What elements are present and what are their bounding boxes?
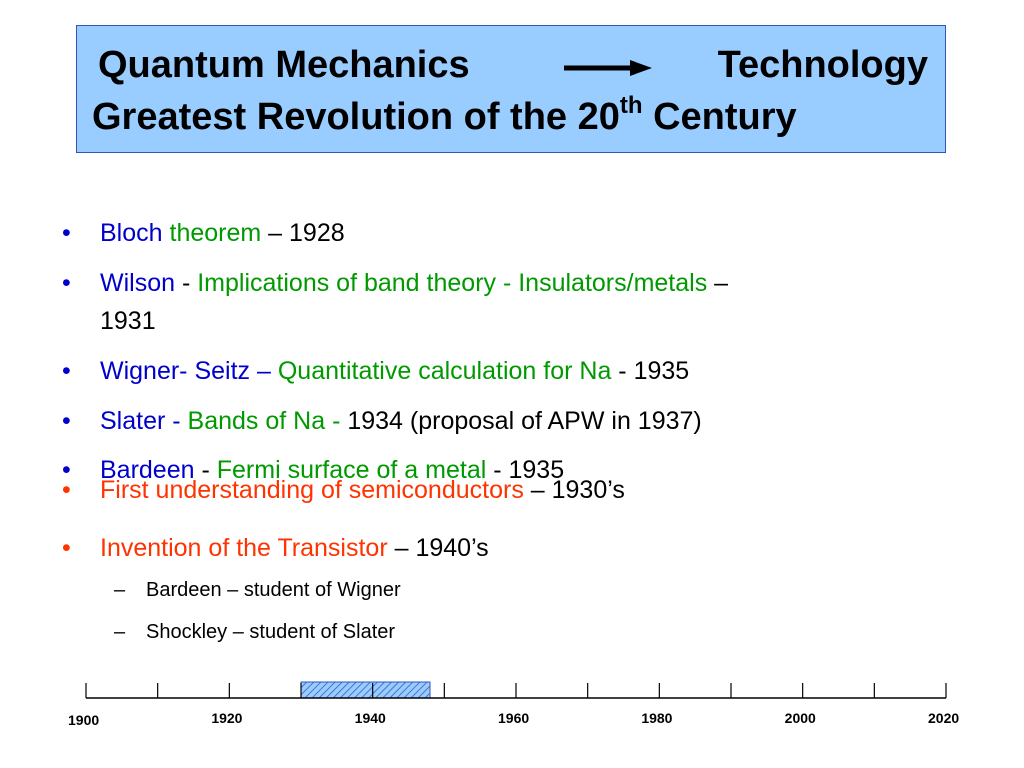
bullet-marker: • [62,534,71,562]
bullet-sep: – [707,269,729,297]
sub-bullet-dash: – [114,579,126,601]
bullet-year: 1940’s [415,534,489,562]
bullet-wilson: Wilson - Implications of band theory - I… [100,268,728,298]
bullet-topic: Quantitative calculation for Na [277,357,612,385]
bullet-year: 1935 [508,456,565,484]
bullet-name: Slater - [100,407,188,435]
bullet-year: 1934 [347,407,403,435]
bullet-name: Wigner- Seitz – [100,357,271,385]
bullet-slater: Slater - Bands of Na - 1934 (proposal of… [100,406,702,436]
bullet-year: 1930’s [551,476,625,504]
bullet-sep: – [387,534,416,562]
bullet-sep: - [175,269,198,297]
bullet-topic: Implications of band theory - Insulators… [197,269,708,297]
bullet-year: 1931 [100,307,156,335]
bullet-sep: – [523,476,552,504]
timeline-highlight-range [300,681,431,699]
bullet-marker: • [62,357,71,385]
bullet-sep: - [611,357,634,385]
timeline-tick-label: 2020 [928,710,960,726]
timeline-tick-label: 1980 [641,710,673,726]
bullet-year: 1935 [633,357,690,385]
title-box [76,25,946,153]
bullet-extra: (proposal of APW in 1937) [402,407,702,435]
timeline-tick-label: 1900 [68,712,100,728]
timeline-tick-label: 1920 [211,710,243,726]
title-line2-main: Greatest Revolution of the 20 [92,96,620,138]
timeline-tick-label: 2000 [784,710,816,726]
bullet-marker: • [62,456,71,484]
bullet-name: Bardeen [100,456,195,484]
title-line2: Greatest Revolution of the 20th Century [92,92,797,139]
title-line1-right: Technology [717,44,928,86]
title-line2-end: Century [642,96,797,138]
bullet-name: Bloch [100,219,163,247]
title-superscript: th [619,92,643,119]
bullet-transistor: Invention of the Transistor – 1940’s [100,533,489,563]
bullet-topic: Bands of Na - [187,407,348,435]
bullet-marker: • [62,269,71,297]
bullet-topic: theorem [169,219,262,247]
bullet-topic: First understanding of semiconductors [100,476,524,504]
title-line1-left: Quantum Mechanics [98,44,470,86]
right-arrow-icon [564,60,652,76]
bullet-year: 1928 [289,219,345,247]
bullet-bardeen: Bardeen - Fermi surface of a metal - 193… [100,455,564,485]
bullet-marker: • [62,476,71,504]
bullet-marker: • [62,407,71,435]
timeline-tick-label: 1960 [498,710,530,726]
bullet-semiconductors: First understanding of semiconductors – … [100,475,625,505]
bullet-name: Wilson [100,269,176,297]
bullet-bloch: Bloch theorem – 1928 [100,218,345,248]
timeline [85,681,947,699]
bullet-sep: - [486,456,509,484]
bullet-wigner-seitz: Wigner- Seitz – Quantitative calculation… [100,356,689,386]
timeline-tick-label: 1940 [354,710,386,726]
bullet-topic: Invention of the Transistor [100,534,388,562]
bullet-marker: • [62,219,71,247]
sub-bullet-dash: – [114,621,126,643]
sub-bullet-shockley: Shockley – student of Slater [146,621,396,643]
bullet-sep: - [194,456,217,484]
bullet-topic: Fermi surface of a metal [216,456,487,484]
sub-bullet-bardeen: Bardeen – student of Wigner [146,579,401,601]
bullet-sep: – [261,219,290,247]
